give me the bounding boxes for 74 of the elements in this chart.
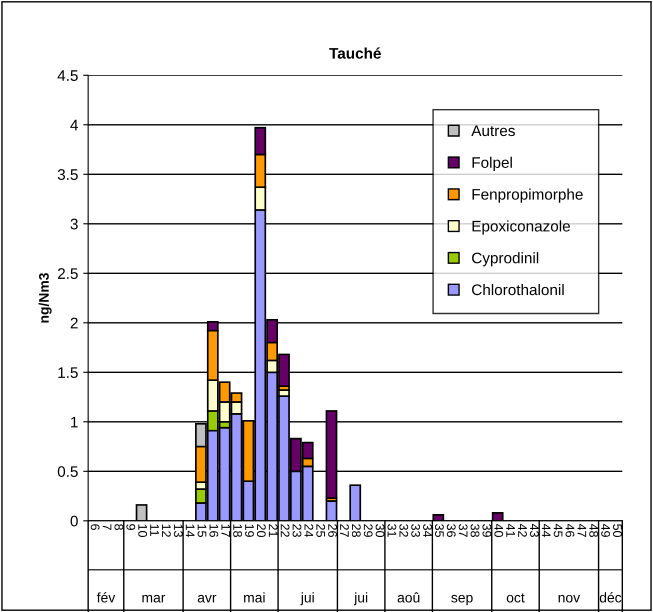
text: aoû bbox=[398, 592, 420, 603]
x-tick-label: 28 bbox=[352, 524, 361, 537]
text: avr bbox=[198, 594, 216, 603]
x-tick-label: 22 bbox=[280, 524, 290, 537]
x-tick-label: 45 bbox=[554, 524, 562, 537]
x-tick-label: 49 bbox=[601, 524, 610, 537]
x-tick-label: 20 bbox=[256, 524, 266, 538]
y-tick-label: 3.5 bbox=[58, 169, 78, 180]
legend-label: Autres bbox=[471, 125, 515, 136]
x-tick-label: 46 bbox=[566, 524, 574, 537]
x-tick-label: 34 bbox=[423, 524, 432, 538]
y-tick-label: 2 bbox=[70, 318, 78, 328]
x-tick-label: 23 bbox=[292, 524, 302, 537]
x-tick-label: 19 bbox=[245, 524, 254, 537]
x-tick-label: 42 bbox=[518, 524, 527, 537]
chart-title: Tauché bbox=[329, 47, 381, 59]
y-tick-label: 3 bbox=[70, 218, 78, 230]
x-tick-label: 10 bbox=[138, 524, 148, 538]
x-tick-label: 16 bbox=[209, 524, 218, 537]
y-tick-label: 4.5 bbox=[58, 70, 78, 81]
x-tick-label: 40 bbox=[494, 524, 504, 538]
x-tick-label: 11 bbox=[150, 524, 159, 536]
x-tick-label: 50 bbox=[613, 524, 622, 538]
y-tick-label: 0 bbox=[70, 516, 78, 526]
x-tick-label: 32 bbox=[399, 524, 408, 537]
x-tick-label: 24 bbox=[304, 524, 314, 538]
x-tick-label: 30 bbox=[376, 524, 384, 538]
x-tick-label: 36 bbox=[446, 524, 456, 537]
x-tick-label: 25 bbox=[316, 524, 326, 537]
x-tick-label: 47 bbox=[578, 524, 586, 537]
y-tick-label: 0.5 bbox=[58, 466, 78, 477]
text: fév bbox=[96, 592, 116, 603]
x-tick-label: 26 bbox=[328, 524, 337, 537]
x-tick-label: 44 bbox=[542, 524, 551, 538]
x-tick-label: 33 bbox=[411, 524, 420, 537]
x-tick-label: 38 bbox=[470, 524, 480, 537]
x-tick-label: 29 bbox=[364, 524, 373, 537]
x-tick-label: 15 bbox=[198, 524, 206, 537]
x-tick-label: 12 bbox=[162, 524, 171, 537]
x-tick-label: 35 bbox=[434, 524, 444, 537]
text: déc bbox=[600, 592, 622, 603]
legend-label: Folpel bbox=[472, 156, 512, 171]
x-tick-label: 7 bbox=[102, 524, 112, 530]
x-tick-label: 9 bbox=[126, 524, 136, 530]
legend-label: Fenpropimorphe bbox=[472, 188, 583, 203]
x-tick-label: 37 bbox=[458, 524, 468, 537]
legend-label: Chlorothalonil bbox=[472, 284, 564, 296]
x-tick-label: 39 bbox=[482, 524, 492, 537]
legend-label: Cyprodinil bbox=[472, 252, 538, 266]
x-tick-label: 31 bbox=[387, 524, 396, 537]
x-tick-label: 21 bbox=[268, 524, 278, 537]
text: mai bbox=[244, 592, 265, 603]
y-tick-label: 1.5 bbox=[58, 367, 78, 378]
x-tick-label: 43 bbox=[530, 524, 539, 537]
x-tick-label: 14 bbox=[186, 524, 194, 538]
x-tick-label: 18 bbox=[233, 524, 242, 537]
x-tick-label: 27 bbox=[340, 524, 349, 537]
text: oct bbox=[506, 593, 525, 603]
x-tick-label: 8 bbox=[114, 524, 124, 530]
y-axis-title: ng/Nm3 bbox=[38, 273, 52, 323]
text: jui bbox=[300, 592, 314, 606]
legend-label: Epoxiconazole bbox=[472, 220, 570, 235]
y-tick-label: 4 bbox=[70, 120, 78, 130]
text: sep bbox=[451, 594, 473, 606]
y-tick-label: 1 bbox=[71, 416, 78, 428]
x-tick-label: 6 bbox=[90, 524, 100, 530]
x-tick-label: 41 bbox=[506, 524, 515, 537]
x-tick-label: 17 bbox=[221, 524, 230, 537]
text: nov bbox=[558, 594, 580, 603]
text: jui bbox=[354, 592, 368, 606]
x-tick-label: 48 bbox=[589, 524, 598, 537]
y-tick-label: 2.5 bbox=[58, 268, 78, 279]
x-tick-label: 13 bbox=[174, 524, 183, 537]
text: mar bbox=[142, 594, 166, 603]
